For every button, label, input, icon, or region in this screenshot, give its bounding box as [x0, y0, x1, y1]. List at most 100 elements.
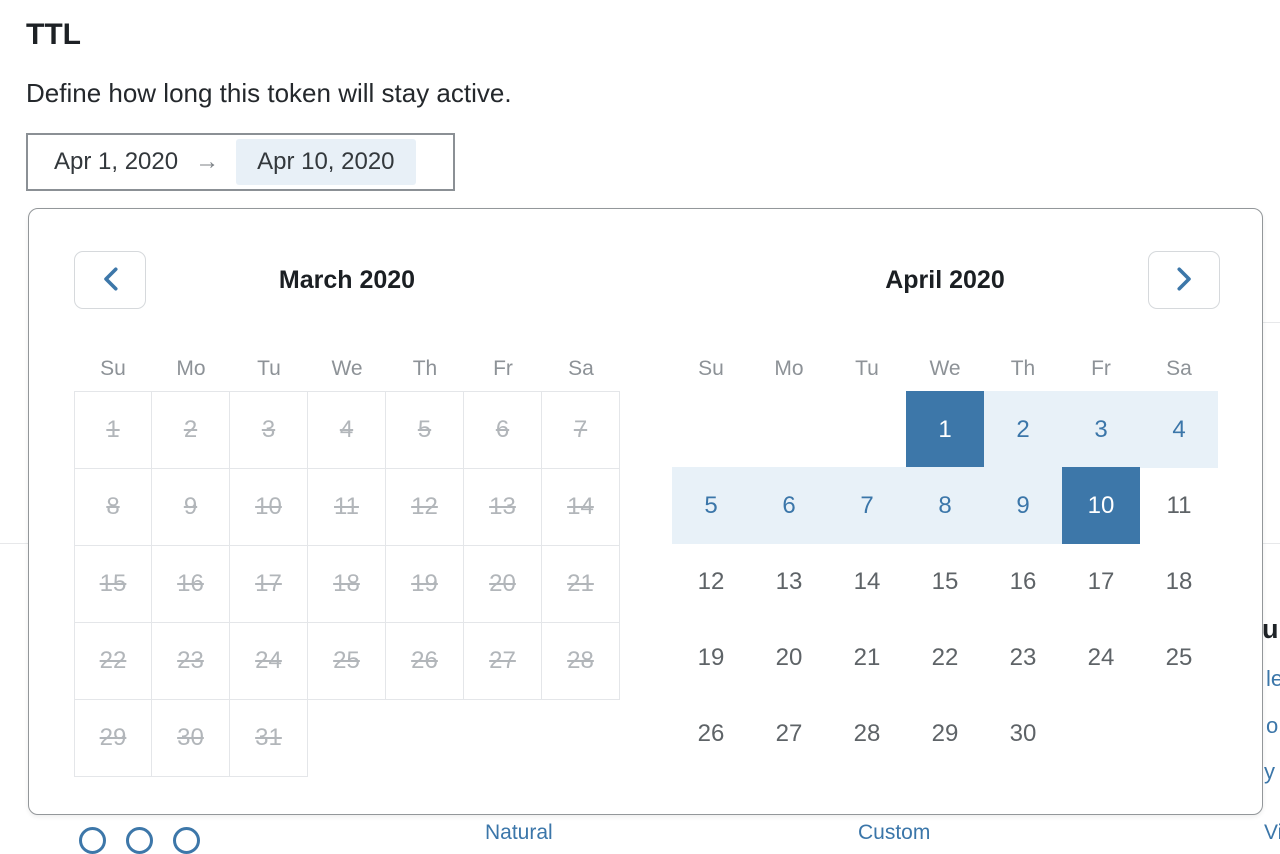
date-cell: 14 — [541, 468, 620, 546]
next-month-button[interactable] — [1148, 251, 1220, 309]
date-cell: 5 — [385, 391, 464, 469]
date-cell — [1140, 695, 1218, 772]
weekday-header-row: Su Mo Tu We Th Fr Sa — [672, 355, 1218, 383]
date-cell: 25 — [307, 622, 386, 700]
divider — [1262, 322, 1280, 323]
weekday-label: Fr — [1091, 357, 1111, 380]
weekday-label: Th — [1010, 357, 1036, 380]
date-cell: 28 — [541, 622, 620, 700]
weekday-label: We — [331, 357, 363, 380]
weekday-label: Tu — [257, 357, 281, 380]
weekday-label: Mo — [176, 357, 206, 380]
date-cell[interactable]: 2 — [984, 391, 1062, 468]
week-row: 22 23 24 25 26 27 28 — [74, 622, 620, 700]
date-cell-range-start[interactable]: 1 — [906, 391, 984, 468]
date-cell[interactable]: 16 — [1009, 567, 1037, 595]
date-cell — [541, 699, 620, 777]
date-cell[interactable]: 19 — [697, 643, 725, 671]
chevron-right-icon — [1176, 266, 1193, 294]
date-cell — [828, 391, 906, 468]
date-cell: 31 — [229, 699, 308, 777]
week-row: 12 13 14 15 16 17 18 — [672, 543, 1218, 620]
bottom-link-fragment[interactable]: Natural — [485, 821, 553, 844]
date-cell[interactable]: 14 — [853, 567, 881, 595]
weekday-label: Mo — [774, 357, 804, 380]
date-cell: 29 — [74, 699, 152, 777]
bottom-link-fragment[interactable]: Custom — [858, 821, 931, 844]
date-cell[interactable]: 17 — [1087, 567, 1115, 595]
circle-button-fragment[interactable] — [173, 827, 200, 854]
date-cell[interactable]: 24 — [1087, 643, 1115, 671]
date-cell[interactable]: 27 — [775, 719, 803, 747]
weekday-label: Sa — [568, 357, 594, 380]
circle-button-fragment[interactable] — [126, 827, 153, 854]
date-cell: 18 — [307, 545, 386, 623]
date-cell[interactable]: 25 — [1165, 643, 1193, 671]
bottom-link-fragment[interactable]: View — [1264, 821, 1280, 844]
date-cell[interactable]: 5 — [672, 467, 750, 544]
previous-month-button[interactable] — [74, 251, 146, 309]
date-cell[interactable]: 13 — [775, 567, 803, 595]
date-cell[interactable]: 21 — [853, 643, 881, 671]
date-cell[interactable]: 9 — [984, 467, 1062, 544]
date-cell[interactable]: 11 — [1166, 491, 1192, 519]
date-cell[interactable]: 4 — [1140, 391, 1218, 468]
date-cell: 12 — [385, 468, 464, 546]
circle-button-fragment[interactable] — [79, 827, 106, 854]
date-cell: 3 — [229, 391, 308, 469]
date-cell: 27 — [463, 622, 542, 700]
date-cell[interactable]: 12 — [697, 567, 725, 595]
date-cell[interactable]: 7 — [828, 467, 906, 544]
date-cell[interactable]: 26 — [697, 719, 725, 747]
date-cell — [385, 699, 464, 777]
end-date-field[interactable]: Apr 10, 2020 — [236, 139, 416, 185]
date-range-input[interactable]: Apr 1, 2020 → Apr 10, 2020 — [26, 133, 455, 191]
date-cell: 16 — [151, 545, 230, 623]
date-cell: 22 — [74, 622, 152, 700]
weekday-label: Th — [412, 357, 438, 380]
date-cell[interactable]: 15 — [931, 567, 959, 595]
date-cell: 13 — [463, 468, 542, 546]
week-row: 29 30 31 — [74, 699, 620, 777]
date-cell — [463, 699, 542, 777]
month-panel-april: April 2020 Su Mo Tu We Th Fr Sa 1 2 3 4 5 6 7 8 9 10 11 1… — [672, 251, 1218, 772]
date-cell: 20 — [463, 545, 542, 623]
date-cell[interactable]: 28 — [853, 719, 881, 747]
weekday-label: Su — [100, 357, 126, 380]
date-cell: 11 — [307, 468, 386, 546]
date-cell[interactable]: 22 — [931, 643, 959, 671]
date-cell: 21 — [541, 545, 620, 623]
date-cell[interactable]: 8 — [906, 467, 984, 544]
page-title: TTL — [26, 18, 81, 51]
date-cell: 4 — [307, 391, 386, 469]
date-cell — [307, 699, 386, 777]
clipped-link-fragment: o — [1266, 713, 1279, 738]
date-cell[interactable]: 20 — [775, 643, 803, 671]
date-cell: 2 — [151, 391, 230, 469]
weekday-header-row: Su Mo Tu We Th Fr Sa — [74, 355, 620, 383]
week-row: 5 6 7 8 9 10 11 — [672, 467, 1218, 544]
date-cell — [1062, 695, 1140, 772]
weekday-label: Su — [698, 357, 724, 380]
date-cell: 26 — [385, 622, 464, 700]
chevron-left-icon — [102, 266, 119, 294]
date-cell: 9 — [151, 468, 230, 546]
date-cell: 8 — [74, 468, 152, 546]
clipped-link-fragment: le — [1266, 666, 1280, 691]
date-cell: 24 — [229, 622, 308, 700]
date-cell[interactable]: 18 — [1165, 567, 1193, 595]
page-description: Define how long this token will stay act… — [26, 78, 512, 108]
date-cell[interactable]: 29 — [931, 719, 959, 747]
weekday-label: Fr — [493, 357, 513, 380]
date-cell: 15 — [74, 545, 152, 623]
date-cell[interactable]: 23 — [1009, 643, 1037, 671]
date-cell[interactable]: 6 — [750, 467, 828, 544]
date-cell[interactable]: 3 — [1062, 391, 1140, 468]
start-date-field[interactable]: Apr 1, 2020 — [54, 148, 179, 175]
month-title: March 2020 — [278, 266, 416, 294]
date-cell: 1 — [74, 391, 152, 469]
date-cell-range-end[interactable]: 10 — [1062, 467, 1140, 544]
date-cell[interactable]: 30 — [1009, 719, 1037, 747]
